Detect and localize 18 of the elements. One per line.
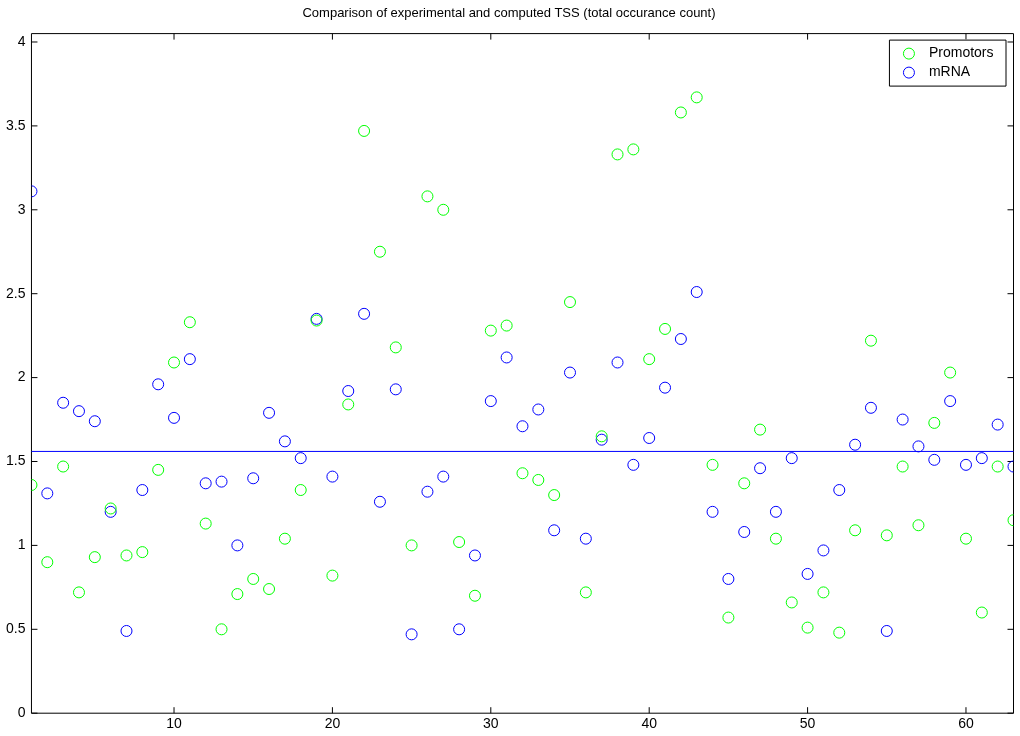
y-tick-label: 0.5 [5, 620, 26, 637]
legend-label: Promotors [928, 44, 994, 61]
legend-label: mRNA [928, 63, 971, 80]
x-tick-label: 10 [166, 715, 183, 732]
y-tick-label: 1 [17, 536, 26, 553]
y-tick-label: 2.5 [5, 284, 26, 301]
x-tick-label: 20 [324, 715, 341, 732]
x-tick-label: 60 [958, 715, 974, 732]
x-tick-label: 50 [799, 715, 816, 732]
y-tick-label: 3 [17, 200, 26, 217]
x-tick-label: 30 [483, 715, 499, 732]
chart-title: Comparison of experimental and computed TSS (total occurance count) [302, 5, 716, 21]
y-tick-label: 2 [17, 368, 26, 385]
y-tick-label: 0 [17, 704, 26, 721]
y-tick-label: 1.5 [5, 452, 26, 469]
y-tick-label: 3.5 [5, 116, 26, 133]
x-tick-label: 40 [641, 715, 658, 732]
y-tick-label: 4 [17, 32, 26, 49]
